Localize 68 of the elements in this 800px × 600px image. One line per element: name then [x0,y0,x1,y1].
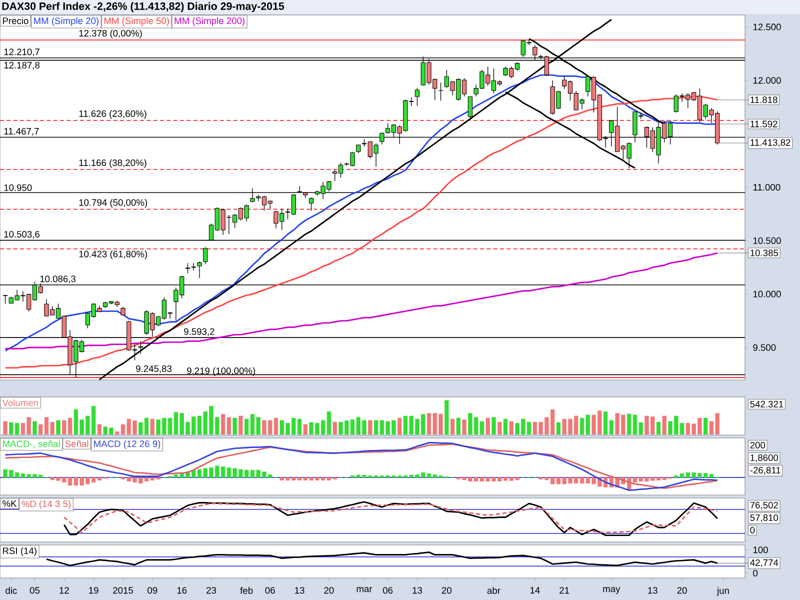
ref-line-label: 11.166 (38,20%) [79,159,146,168]
x-tick-label: jun [716,587,729,596]
chart-title: DAX30 Perf Index -2,26% (11.413,82) Diario 29-may-2015 [2,2,284,12]
series-label: MACD (12 26 9) [94,440,160,449]
data-label: 11.592 [750,120,778,128]
ref-line-label: 10.794 (50,00%) [79,198,148,208]
series-label: RSI (14) [3,547,36,556]
x-tick-label: 12 [60,587,69,594]
text: MACD-, señal [3,440,60,448]
ref-line-label: 10.503,6 [4,230,40,239]
ref-line-label: 10.086,3 [40,276,76,284]
text: %K [2,500,17,507]
ref-line-label: 9.593,2 [184,328,214,336]
x-tick-label: 20 [442,587,452,594]
data-label: 42,774 [750,559,778,568]
x-tick-label: 09 [148,587,158,594]
x-tick-label: mar [356,587,372,592]
x-tick-label: dic [6,587,17,594]
y-tick-label: 100 [753,546,768,554]
text: 76,502 [750,502,778,510]
x-tick-label: 20 [324,587,334,594]
text: -26,811 [750,466,780,475]
ref-line-label: 11.467,7 [4,128,39,136]
x-tick-label: 16 [177,587,187,594]
text: 57,810 [750,514,778,522]
y-tick-label: 10.500 [753,237,781,244]
text: 542.321 [750,400,784,408]
y-tick-label: 12.500 [753,24,781,30]
chart-title: Volumen [2,399,38,406]
x-tick-label: 13 [648,587,658,594]
legend-title: Precio [3,17,28,24]
y-tick-label: 9.500 [753,344,776,351]
text: MM (Simple 50) [104,17,169,26]
text: MM (Simple 200) [174,17,245,26]
x-tick-label: 19 [89,587,98,594]
ref-line-label: 10.950 [4,184,32,191]
x-tick-label: 13 [295,587,304,594]
y-tick-label: 0 [753,570,758,576]
x-tick-label: 06 [265,587,275,594]
x-tick-label: may [603,587,620,594]
series-label: Señal [65,440,88,448]
ref-line-label: 9.219 (100,00%) [187,367,256,376]
text: 11.413,82 [750,139,790,147]
data-label: 11.818 [750,96,778,104]
text: 200 [750,442,766,448]
y-tick-label: 11.000 [753,184,780,191]
series-label: %D (14 3 5) [22,500,71,509]
x-tick-label: 20 [677,587,687,594]
x-tick-label: 05 [30,587,40,594]
x-tick-label: 23 [206,587,216,594]
ref-line-label: 11.626 (23,60%) [79,110,146,119]
ref-line-label: 9.245,83 [136,365,172,374]
x-tick-label: 13 [412,587,422,594]
y-tick-label: 10.000 [753,290,781,298]
ref-line-label: 12.378 (0,00%) [79,30,142,38]
y-tick-label: 12.000 [753,77,781,84]
ref-line-label: 12.187,8 [4,62,40,70]
x-tick-label: 2015 [113,587,133,594]
text: 1,8600 [750,454,778,462]
x-tick-label: 14 [530,587,540,594]
ref-line-label: 12.210,7 [4,48,40,56]
x-tick-label: 21 [560,587,570,594]
data-label: 10.385 [750,250,778,256]
ref-line-label: 10.423 (61,80%) [79,250,148,260]
x-tick-label: 06 [382,587,393,594]
x-tick-label: abr [487,587,500,594]
x-tick-label: feb [240,587,253,594]
text: MM (Simple 20) [34,17,99,26]
